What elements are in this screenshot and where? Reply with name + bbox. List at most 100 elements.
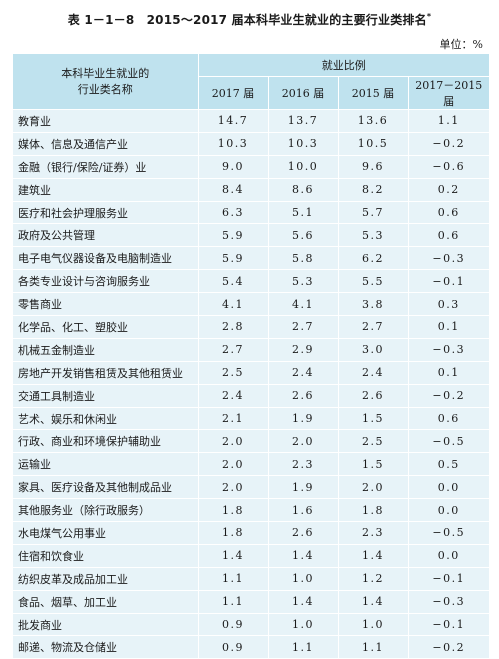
value-2016-cell: 2.0 [268, 429, 339, 454]
value-2016-cell: 5.3 [268, 269, 339, 294]
table-row: 食品、烟草、加工业 1.1 1.4 1.4 −0.3 [13, 590, 489, 614]
change-2017-2015-cell: −0.1 [408, 269, 489, 294]
value-2015-cell: 2.4 [338, 361, 409, 385]
change-2017-2015-cell: 0.1 [408, 315, 489, 339]
change-2017-2015-cell: −0.2 [408, 384, 489, 408]
table-row: 各类专业设计与咨询服务业 5.4 5.3 5.5 −0.1 [13, 269, 489, 294]
change-2017-2015-cell: −0.1 [408, 567, 489, 591]
table-row: 政府及公共管理 5.9 5.6 5.3 0.6 [13, 223, 489, 248]
value-2017-cell: 8.4 [198, 178, 269, 202]
value-2017-cell: 2.4 [198, 384, 269, 408]
industry-name-cell: 邮递、物流及仓储业 [13, 635, 199, 659]
value-2016-cell: 1.0 [268, 567, 339, 591]
change-2017-2015-cell: −0.1 [408, 613, 489, 637]
table-row: 金融（银行/保险/证券）业 9.0 10.0 9.6 −0.6 [13, 155, 489, 179]
value-2015-cell: 1.5 [338, 407, 409, 431]
table-row: 其他服务业（除行政服务） 1.8 1.6 1.8 0.0 [13, 498, 489, 523]
change-2017-2015-cell: 0.1 [408, 361, 489, 385]
change-2017-2015-cell: 0.6 [408, 407, 489, 431]
table-row: 艺术、娱乐和休闲业 2.1 1.9 1.5 0.6 [13, 407, 489, 431]
change-2017-2015-cell: −0.3 [408, 338, 489, 362]
table-row: 化学品、化工、塑胶业 2.8 2.7 2.7 0.1 [13, 315, 489, 339]
industry-name-cell: 各类专业设计与咨询服务业 [13, 269, 199, 294]
value-2016-cell: 1.9 [268, 407, 339, 431]
industry-name-cell: 艺术、娱乐和休闲业 [13, 407, 199, 431]
unit-label: 单位：% [439, 38, 483, 51]
value-2016-cell: 5.8 [268, 246, 339, 271]
value-2015-cell: 2.7 [338, 315, 409, 339]
industry-name-cell: 医疗和社会护理服务业 [13, 201, 199, 225]
value-2017-cell: 2.8 [198, 315, 269, 339]
change-2017-2015-cell: −0.3 [408, 246, 489, 271]
table-row: 交通工具制造业 2.4 2.6 2.6 −0.2 [13, 384, 489, 408]
value-2016-cell: 1.1 [268, 635, 339, 659]
value-2016-cell: 10.0 [268, 155, 339, 179]
row-header-line-2: 行业类名称 [77, 82, 133, 96]
value-2017-cell: 0.9 [198, 635, 269, 659]
value-2017-cell: 1.4 [198, 544, 269, 568]
value-2017-cell: 2.0 [198, 475, 269, 500]
change-2017-2015-cell: −0.6 [408, 155, 489, 179]
industry-name-cell: 交通工具制造业 [13, 384, 199, 408]
table-row: 纺织皮革及成品加工业 1.1 1.0 1.2 −0.1 [13, 567, 489, 591]
industry-name-cell: 化学品、化工、塑胶业 [13, 315, 199, 339]
industry-name-cell: 家具、医疗设备及其他制成品业 [13, 475, 199, 500]
industry-name-cell: 媒体、信息及通信产业 [13, 132, 199, 156]
table-row: 建筑业 8.4 8.6 8.2 0.2 [13, 178, 489, 202]
value-2017-cell: 1.1 [198, 567, 269, 591]
change-2017-2015-cell: −0.5 [408, 521, 489, 545]
value-2017-cell: 2.0 [198, 452, 269, 477]
value-2016-cell: 10.3 [268, 132, 339, 156]
change-2017-2015-cell: 0.2 [408, 178, 489, 202]
value-2015-cell: 1.4 [338, 544, 409, 568]
table-header: 本科毕业生就业的 行业类名称 就业比例 2017 届 2016 届 2015 届… [13, 54, 489, 110]
industry-name-cell: 电子电气仪器设备及电脑制造业 [13, 246, 199, 271]
value-2015-cell: 13.6 [338, 109, 409, 133]
value-2015-cell: 3.8 [338, 292, 409, 317]
value-2017-cell: 4.1 [198, 292, 269, 317]
value-2015-cell: 5.7 [338, 201, 409, 225]
value-2016-cell: 2.3 [268, 452, 339, 477]
change-2017-2015-cell: 0.6 [408, 223, 489, 248]
value-2015-cell: 9.6 [338, 155, 409, 179]
value-2015-cell: 2.0 [338, 475, 409, 500]
value-2016-cell: 5.6 [268, 223, 339, 248]
table-row: 住宿和饮食业 1.4 1.4 1.4 0.0 [13, 544, 489, 568]
table-title: 表 1－1－8 2015～2017 届本科毕业生就业的主要行业类排名* [0, 11, 499, 28]
industry-name-cell: 食品、烟草、加工业 [13, 590, 199, 614]
value-2015-cell: 6.2 [338, 246, 409, 271]
value-2017-cell: 10.3 [198, 132, 269, 156]
table-row: 房地产开发销售租赁及其他租赁业 2.5 2.4 2.4 0.1 [13, 361, 489, 385]
industry-name-cell: 纺织皮革及成品加工业 [13, 567, 199, 591]
industry-name-cell: 教育业 [13, 109, 199, 133]
value-2016-cell: 2.4 [268, 361, 339, 385]
year-header-2017: 2017 届 [198, 76, 269, 110]
group-header-employment-ratio: 就业比例 [198, 54, 489, 77]
value-2015-cell: 1.8 [338, 498, 409, 523]
value-2016-cell: 13.7 [268, 109, 339, 133]
table-row: 邮递、物流及仓储业 0.9 1.1 1.1 −0.2 [13, 635, 489, 659]
table-row: 电子电气仪器设备及电脑制造业 5.9 5.8 6.2 −0.3 [13, 246, 489, 271]
value-2015-cell: 1.0 [338, 613, 409, 637]
table-row: 零售商业 4.1 4.1 3.8 0.3 [13, 292, 489, 317]
value-2016-cell: 2.6 [268, 384, 339, 408]
value-2017-cell: 2.1 [198, 407, 269, 431]
value-2017-cell: 2.0 [198, 429, 269, 454]
value-2015-cell: 3.0 [338, 338, 409, 362]
industry-name-cell: 行政、商业和环境保护辅助业 [13, 429, 199, 454]
change-2017-2015-cell: 0.0 [408, 475, 489, 500]
industry-name-cell: 房地产开发销售租赁及其他租赁业 [13, 361, 199, 385]
industry-name-cell: 运输业 [13, 452, 199, 477]
value-2017-cell: 5.4 [198, 269, 269, 294]
change-2017-2015-cell: −0.3 [408, 590, 489, 614]
table-row: 家具、医疗设备及其他制成品业 2.0 1.9 2.0 0.0 [13, 475, 489, 500]
value-2016-cell: 8.6 [268, 178, 339, 202]
value-2015-cell: 2.5 [338, 429, 409, 454]
industry-ranking-table: 本科毕业生就业的 行业类名称 就业比例 2017 届 2016 届 2015 届… [13, 54, 489, 659]
value-2015-cell: 1.4 [338, 590, 409, 614]
value-2016-cell: 2.9 [268, 338, 339, 362]
row-header-cell: 本科毕业生就业的 行业类名称 [13, 54, 199, 110]
value-2017-cell: 9.0 [198, 155, 269, 179]
year-header-change: 2017－2015 届 [408, 76, 489, 110]
table-title-text: 表 1－1－8 2015～2017 届本科毕业生就业的主要行业类排名 [67, 13, 427, 27]
